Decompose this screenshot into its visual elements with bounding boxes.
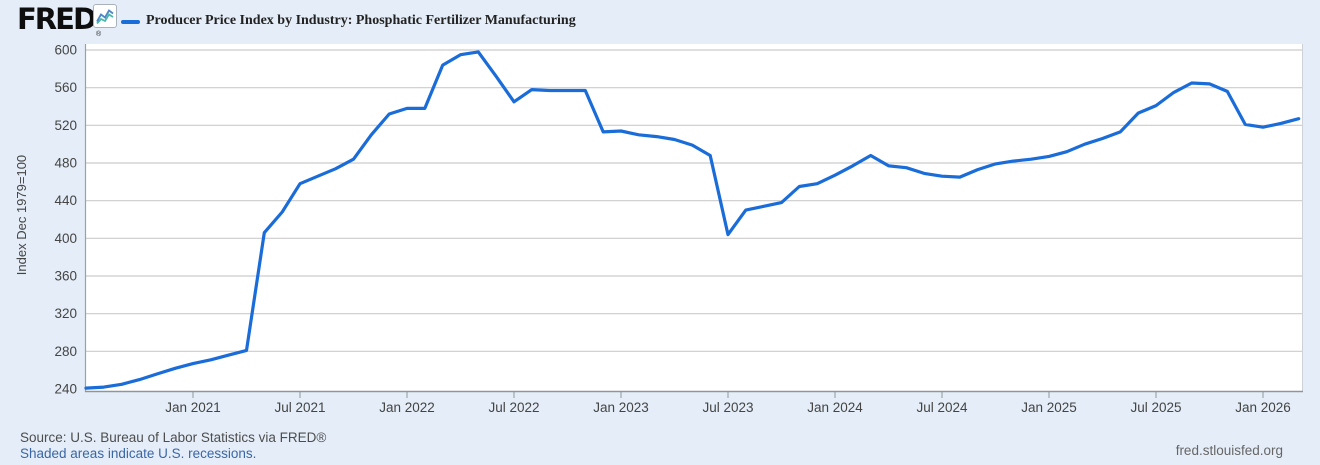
series-line (84, 50, 1301, 390)
x-tick-label: Jan 2023 (593, 400, 649, 415)
fred-logo[interactable]: FRED® (17, 2, 102, 38)
fred-site-link[interactable]: fred.stlouisfed.org (1175, 443, 1283, 458)
line-chart-icon (93, 4, 117, 28)
recession-note-link[interactable]: Shaded areas indicate U.S. recessions. (20, 446, 257, 461)
source-note: Source: U.S. Bureau of Labor Statistics … (20, 430, 327, 445)
registered-mark: ® (96, 31, 102, 38)
series-legend-line (121, 20, 140, 24)
y-axis-title: Index Dec 1979=100 (14, 154, 29, 276)
y-tick-label: 320 (54, 306, 77, 321)
y-tick-label: 520 (54, 118, 77, 133)
fred-logo-text: FRED (17, 2, 97, 36)
y-tick-label: 480 (54, 156, 77, 171)
x-tick-label: Jan 2024 (807, 400, 863, 415)
y-tick-label: 560 (54, 80, 77, 95)
x-tick-label: Jul 2023 (702, 400, 753, 415)
x-tick-label: Jan 2021 (165, 400, 221, 415)
chart-title: Producer Price Index by Industry: Phosph… (146, 13, 576, 28)
y-tick-label: 360 (54, 269, 77, 284)
x-tick-label: Jul 2024 (916, 400, 968, 415)
x-tick-label: Jan 2026 (1235, 400, 1291, 415)
y-tick-label: 400 (54, 231, 77, 246)
x-tick-label: Jul 2022 (488, 400, 539, 415)
y-tick-label: 600 (54, 43, 77, 58)
y-tick-label: 440 (54, 193, 77, 208)
x-tick-label: Jan 2025 (1021, 400, 1077, 415)
plot-area (85, 44, 1303, 392)
x-tick-label: Jan 2022 (379, 400, 435, 415)
y-tick-label: 280 (54, 344, 77, 359)
x-tick-label: Jul 2025 (1130, 400, 1181, 415)
y-tick-label: 240 (54, 382, 77, 397)
x-tick-label: Jul 2021 (274, 400, 325, 415)
